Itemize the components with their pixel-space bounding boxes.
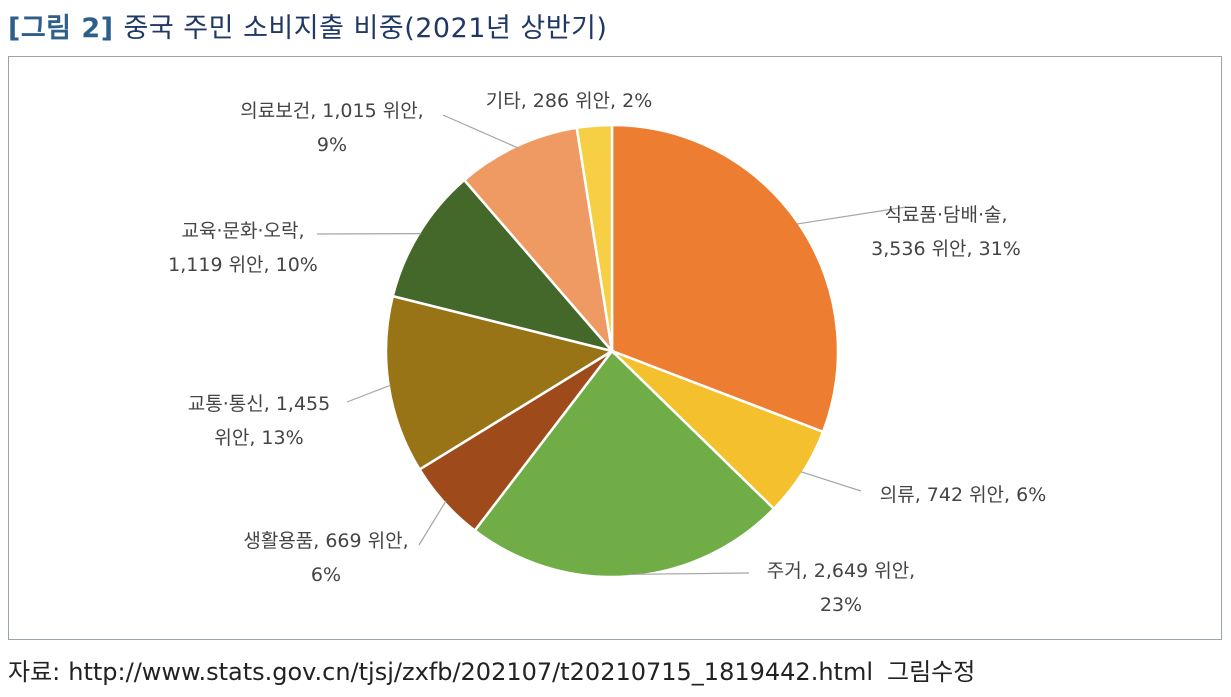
data-label-line: 위안, 13%: [214, 427, 303, 449]
source-line: 자료: http://www.stats.gov.cn/tjsj/zxfb/202…: [8, 652, 975, 687]
data-label-line: 교통·통신, 1,455: [188, 393, 330, 415]
pie-chart: 식료품·담배·술, 3,536 위안, 31% 의류, 742 위안, 6% 주거, …: [168, 90, 1046, 616]
data-label-line: 생활용품, 669 위안,: [243, 530, 408, 552]
data-label-line: 의료보건, 1,015 위안,: [240, 100, 423, 122]
figure-number: [그림 2]: [8, 13, 114, 44]
data-label-line: 1,119 위안, 10%: [168, 254, 318, 276]
data-label: 기타, 286 위안, 2%: [486, 90, 653, 112]
slice-식료품-담배-술: [610, 123, 840, 434]
data-label-line: 의류, 742 위안, 6%: [880, 484, 1047, 506]
labels-layer: 식료품·담배·술, 3,536 위안, 31% 의류, 742 위안, 6% 주거, …: [168, 90, 1046, 616]
data-label-line: 3,536 위안, 31%: [871, 238, 1021, 260]
chart-frame: 식료품·담배·술, 3,536 위안, 31% 의류, 742 위안, 6% 주거, …: [8, 56, 1222, 640]
data-label-line: 식료품·담배·술,: [885, 204, 1008, 226]
leader-line: [628, 572, 750, 576]
slice-의료보건: [462, 126, 614, 356]
data-label: 의료보건, 1,015 위안, 9%: [240, 100, 423, 156]
data-label: 주거, 2,649 위안, 23%: [767, 560, 915, 616]
data-label-line: 23%: [820, 594, 862, 616]
leader-line: [442, 114, 518, 149]
slices-layer: [384, 123, 840, 579]
source-url[interactable]: http://www.stats.gov.cn/tjsj/zxfb/202107…: [68, 658, 873, 686]
figure-title: [그림 2] 중국 주민 소비지출 비중(2021년 상반기): [8, 6, 607, 45]
data-label: 생활용품, 669 위안, 6%: [243, 530, 408, 586]
slice-기타: [575, 123, 614, 352]
figure-title-text: 중국 주민 소비지출 비중(2021년 상반기): [123, 13, 608, 44]
leader-line: [346, 384, 391, 403]
data-label-line: 6%: [311, 564, 341, 586]
slice-주거: [473, 349, 776, 579]
data-label: 식료품·담배·술, 3,536 위안, 31%: [871, 204, 1021, 260]
data-label: 교육·문화·오락, 1,119 위안, 10%: [168, 220, 318, 276]
data-label: 의류, 742 위안, 6%: [880, 484, 1047, 506]
slice-교육-문화-오락: [391, 178, 616, 354]
data-label-line: 기타, 286 위안, 2%: [486, 90, 653, 112]
source-note: 그림수정: [887, 658, 976, 686]
data-label: 교통·통신, 1,455 위안, 13%: [188, 393, 330, 449]
leader-lines-layer: [316, 114, 907, 576]
data-label-line: 9%: [317, 134, 347, 156]
data-label-line: 교육·문화·오락,: [182, 220, 305, 242]
leader-line: [800, 471, 862, 492]
data-label-line: 주거, 2,649 위안,: [767, 560, 915, 582]
leader-line: [796, 206, 907, 225]
source-label: 자료:: [8, 658, 61, 686]
leader-line: [418, 500, 447, 546]
